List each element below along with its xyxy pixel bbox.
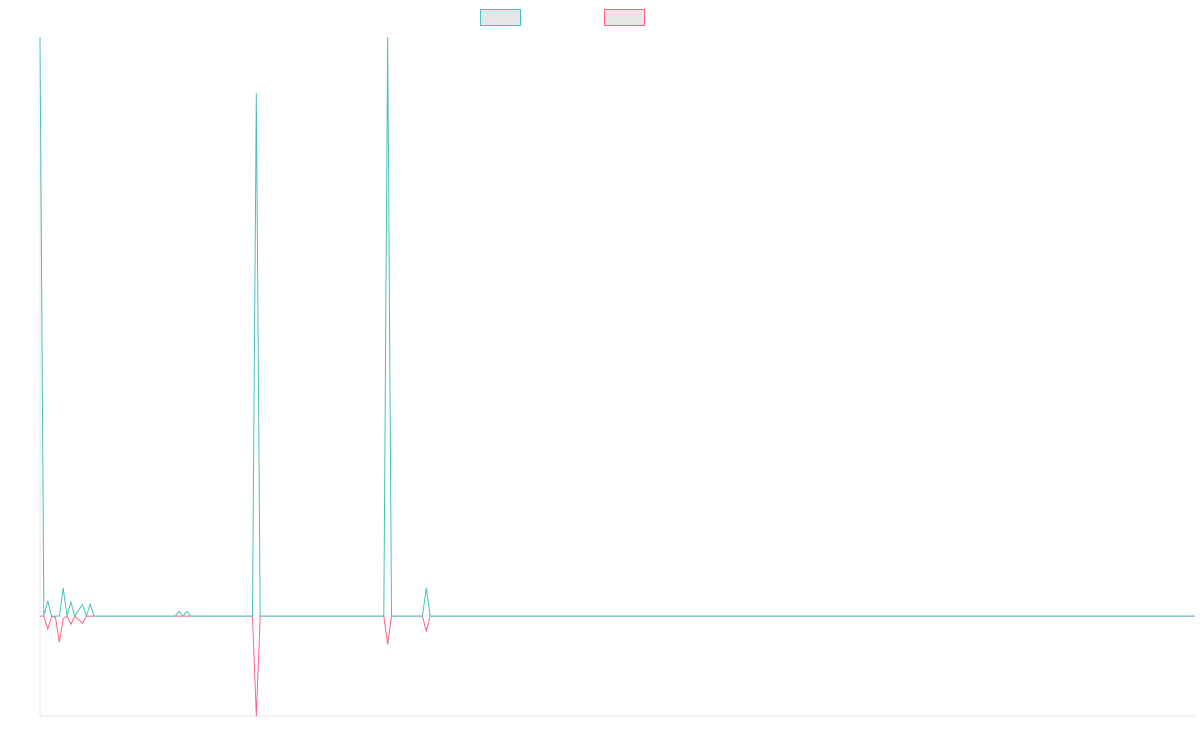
series-group [39, 36, 1195, 717]
series-line-2 [40, 615, 1195, 717]
axes [39, 37, 1195, 717]
legend-swatch-2 [604, 9, 645, 26]
legend [480, 9, 645, 26]
legend-swatch-1 [480, 9, 521, 26]
series-line-1 [39, 36, 1195, 618]
